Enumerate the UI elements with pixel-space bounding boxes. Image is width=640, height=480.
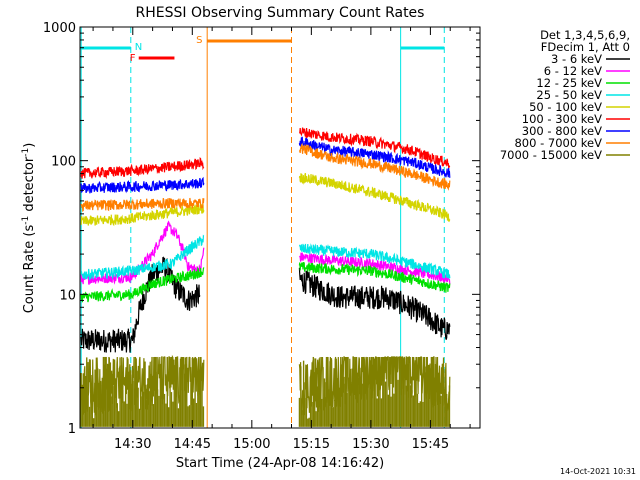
series-segment	[80, 197, 205, 213]
plot-frame	[79, 26, 481, 429]
series-segment	[80, 266, 205, 303]
series-line	[80, 256, 201, 353]
series-line	[298, 243, 451, 280]
series-line	[80, 157, 205, 180]
series-line	[80, 234, 205, 281]
y-tick-label: 10	[59, 288, 76, 303]
series-line	[298, 142, 451, 191]
series-segment	[80, 354, 205, 427]
series-line	[80, 204, 205, 227]
y-axis-label-main: Count Rate (s	[22, 225, 37, 314]
y-tick-label: 100	[51, 155, 76, 170]
series-segment	[298, 267, 451, 341]
series-segment	[298, 136, 451, 178]
series-line	[298, 262, 451, 293]
legend-entry-label: 3 - 6 keV	[551, 52, 602, 66]
series-segment	[298, 355, 451, 427]
data-layer	[80, 127, 451, 427]
series-segment	[298, 127, 451, 170]
series-line	[298, 267, 451, 341]
series-line	[298, 136, 451, 178]
y-axis-label-mid: detector	[22, 156, 37, 216]
legend-entry-label: 50 - 100 keV	[529, 100, 602, 114]
legend-entry-label: 12 - 25 keV	[536, 76, 602, 90]
x-tick-label: 15:15	[293, 437, 330, 452]
series-segment	[80, 234, 205, 281]
series-line	[80, 266, 205, 303]
x-tick-label: 15:45	[412, 437, 449, 452]
series-segment	[80, 256, 201, 353]
series-line	[298, 172, 451, 223]
footer-timestamp: 14-Oct-2021 10:31	[560, 467, 636, 476]
series-segment	[298, 172, 451, 223]
legend-entry-label: 300 - 800 keV	[522, 124, 602, 138]
x-tick-label: 15:30	[352, 437, 389, 452]
night-flag-label: N	[135, 42, 142, 53]
y-axis-label-end: )	[22, 143, 37, 148]
legend-entry-label: 100 - 300 keV	[522, 112, 602, 126]
x-tick-label: 14:30	[114, 437, 151, 452]
y-tick-label: 1	[68, 422, 76, 437]
series-segment	[80, 157, 205, 180]
legend-entry-label: 6 - 12 keV	[544, 64, 602, 78]
interval-layer: NF S	[80, 27, 445, 428]
series-segment	[80, 176, 205, 194]
x-tick-label: 15:00	[233, 437, 270, 452]
x-axis-label: Start Time (24-Apr-08 14:16:42)	[176, 456, 384, 471]
legend-entry-label: 7000 - 15000 keV	[500, 148, 602, 162]
chart-title: RHESSI Observing Summary Count Rates	[136, 5, 425, 21]
legend-header-line1: Det 1,3,4,5,6,9,	[540, 28, 630, 42]
series-segment	[298, 262, 451, 293]
series-line	[80, 197, 205, 213]
legend-header-line2: FDecim 1, Att 0	[541, 40, 630, 54]
y-axis-label: Count Rate (s-1 detector-1)	[21, 143, 37, 314]
legend-entry-label: 25 - 50 keV	[536, 88, 602, 102]
series-segment	[298, 252, 451, 285]
flare-flag-label: F	[130, 53, 136, 64]
series-line	[80, 176, 205, 194]
series-line	[298, 252, 451, 285]
legend: Det 1,3,4,5,6,9, FDecim 1, Att 0 3 - 6 k…	[500, 28, 630, 162]
x-tick-label: 14:45	[174, 437, 211, 452]
series-line	[298, 127, 451, 170]
y-axis-label-sup1: -1	[21, 216, 31, 225]
legend-entry-label: 800 - 7000 keV	[514, 136, 602, 150]
series-segment	[80, 204, 205, 227]
series-segment	[298, 142, 451, 191]
series-segment	[298, 243, 451, 280]
saa-flag-label: S	[196, 35, 202, 46]
axes-layer: 1 10 100 1000 14:30 14:45 15:00 15:15 15:30 15:45	[43, 21, 480, 452]
y-axis-label-sup2: -1	[21, 148, 31, 157]
y-tick-label: 1000	[43, 21, 76, 36]
